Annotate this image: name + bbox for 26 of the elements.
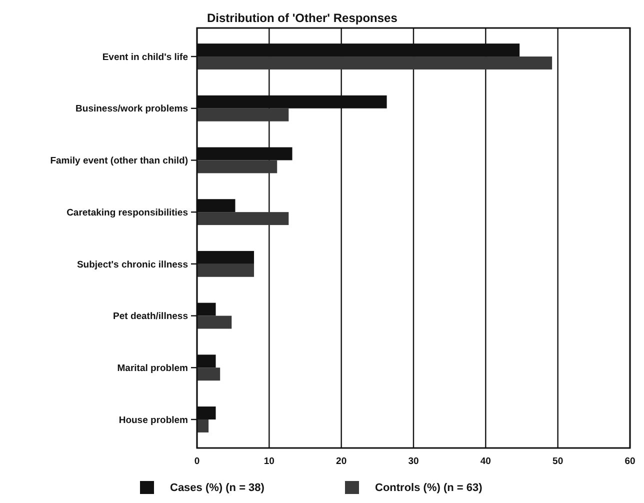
y-tick-label: Subject's chronic illness xyxy=(76,259,188,270)
legend-label: Cases (%) (n = 38) xyxy=(170,482,265,494)
x-tick-label: 60 xyxy=(624,456,636,467)
legend-label: Controls (%) (n = 63) xyxy=(375,482,483,494)
chart-title: Distribution of 'Other' Responses xyxy=(207,11,398,25)
y-tick-label: Pet death/illness xyxy=(113,311,188,322)
x-tick-label: 20 xyxy=(336,456,347,467)
bar xyxy=(197,56,552,70)
y-tick-label: Family event (other than child) xyxy=(50,156,188,167)
y-tick-label: Event in child's life xyxy=(102,52,188,63)
x-tick-label: 30 xyxy=(408,456,419,467)
x-tick-label: 50 xyxy=(552,456,564,467)
bar xyxy=(197,368,220,381)
bar xyxy=(197,419,209,432)
y-tick-label: House problem xyxy=(118,414,188,426)
bar xyxy=(197,108,289,122)
x-tick-label: 0 xyxy=(194,456,200,467)
x-tick-label: 10 xyxy=(264,456,274,467)
x-tick-label: 40 xyxy=(480,456,491,467)
bar xyxy=(197,264,254,277)
y-tick-label: Marital problem xyxy=(117,362,188,374)
bar xyxy=(197,160,278,174)
y-tick-label: Business/work problems xyxy=(76,104,188,115)
bar xyxy=(197,212,289,226)
y-tick-label: Caretaking responsibilities xyxy=(66,207,188,218)
bar xyxy=(197,316,232,329)
